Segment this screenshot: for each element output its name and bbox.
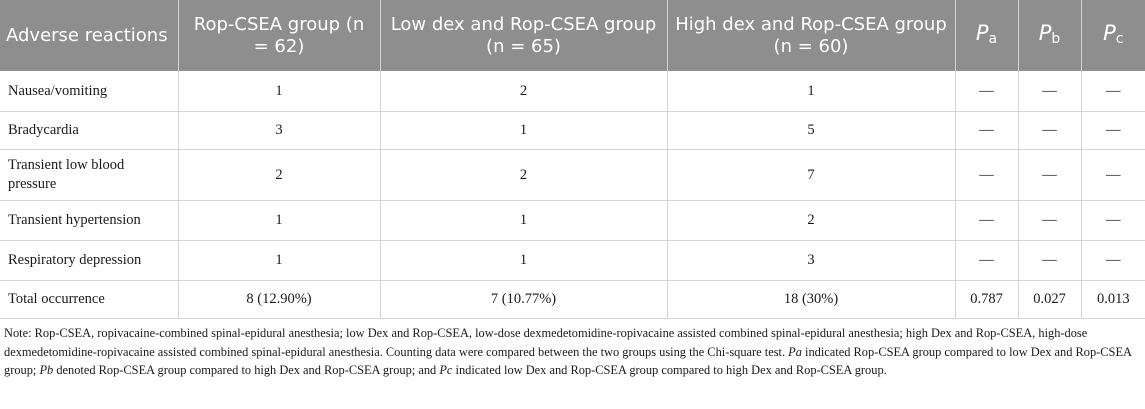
cell-pa: 0.787 bbox=[955, 280, 1019, 319]
cell-rop: 1 bbox=[178, 200, 381, 241]
cell-pc: — bbox=[1081, 71, 1145, 112]
cell-high: 1 bbox=[667, 71, 956, 112]
cell-high: 5 bbox=[667, 111, 956, 150]
cell-low: 1 bbox=[380, 111, 668, 150]
header-p-c-symbol: P bbox=[1103, 20, 1116, 45]
cell-rop: 1 bbox=[178, 240, 381, 281]
table-footnote: Note: Rop-CSEA, ropivacaine-combined spi… bbox=[0, 319, 1145, 380]
cell-rop: 3 bbox=[178, 111, 381, 150]
cell-rop: 8 (12.90%) bbox=[178, 280, 381, 319]
note-pa-symbol: Pa bbox=[788, 344, 802, 359]
cell-low: 1 bbox=[380, 240, 668, 281]
adverse-reactions-table-container: Adverse reactions Rop-CSEA group (n = 62… bbox=[0, 0, 1145, 380]
cell-rop: 2 bbox=[178, 149, 381, 201]
header-p-c-subscript: c bbox=[1115, 30, 1124, 47]
cell-reaction: Total occurrence bbox=[0, 280, 179, 319]
cell-low: 2 bbox=[380, 71, 668, 112]
cell-pa: — bbox=[955, 200, 1019, 241]
note-pc-symbol: Pc bbox=[439, 363, 453, 377]
cell-reaction: Respiratory depression bbox=[0, 240, 179, 281]
table-row: Transient hypertension 1 1 2 — — — bbox=[0, 200, 1145, 241]
cell-pa: — bbox=[955, 71, 1019, 112]
cell-pb: — bbox=[1018, 240, 1082, 281]
cell-high: 3 bbox=[667, 240, 956, 281]
table-row: Nausea/vomiting 1 2 1 — — — bbox=[0, 71, 1145, 112]
cell-pa: — bbox=[955, 111, 1019, 150]
cell-pa: — bbox=[955, 240, 1019, 281]
header-low-dex-group: Low dex and Rop-CSEA group (n = 65) bbox=[380, 0, 668, 71]
header-p-a: Pa bbox=[955, 0, 1019, 71]
cell-reaction: Transient low blood pressure bbox=[0, 149, 179, 201]
header-p-b: Pb bbox=[1018, 0, 1082, 71]
cell-pb: — bbox=[1018, 71, 1082, 112]
header-adverse-reactions: Adverse reactions bbox=[0, 0, 179, 71]
cell-low: 7 (10.77%) bbox=[380, 280, 668, 319]
cell-pc: — bbox=[1081, 149, 1145, 201]
header-row: Adverse reactions Rop-CSEA group (n = 62… bbox=[0, 0, 1145, 71]
cell-pa: — bbox=[955, 149, 1019, 201]
table-row: Transient low blood pressure 2 2 7 — — — bbox=[0, 149, 1145, 201]
header-p-c: Pc bbox=[1081, 0, 1145, 71]
cell-reaction: Transient hypertension bbox=[0, 200, 179, 241]
note-text-3: denoted Rop-CSEA group compared to high … bbox=[53, 363, 440, 377]
cell-low: 2 bbox=[380, 149, 668, 201]
header-p-a-subscript: a bbox=[988, 30, 998, 47]
table-row: Bradycardia 3 1 5 — — — bbox=[0, 111, 1145, 150]
table-row: Respiratory depression 1 1 3 — — — bbox=[0, 240, 1145, 281]
cell-rop: 1 bbox=[178, 71, 381, 112]
header-high-dex-group: High dex and Rop-CSEA group (n = 60) bbox=[667, 0, 956, 71]
table-row-total: Total occurrence 8 (12.90%) 7 (10.77%) 1… bbox=[0, 280, 1145, 319]
cell-high: 18 (30%) bbox=[667, 280, 956, 319]
cell-pb: — bbox=[1018, 111, 1082, 150]
note-pb-symbol: Pb bbox=[39, 363, 54, 377]
header-p-b-symbol: P bbox=[1038, 20, 1052, 45]
note-text-4: indicated low Dex and Rop-CSEA group com… bbox=[452, 363, 887, 377]
cell-pb: — bbox=[1018, 200, 1082, 241]
cell-pc: — bbox=[1081, 240, 1145, 281]
header-p-b-subscript: b bbox=[1051, 30, 1061, 47]
cell-low: 1 bbox=[380, 200, 668, 241]
header-p-a-symbol: P bbox=[975, 20, 989, 45]
cell-pb: 0.027 bbox=[1018, 280, 1082, 319]
cell-high: 2 bbox=[667, 200, 956, 241]
cell-reaction: Nausea/vomiting bbox=[0, 71, 179, 112]
cell-pc: 0.013 bbox=[1081, 280, 1145, 319]
cell-pb: — bbox=[1018, 149, 1082, 201]
note-text-1: Note: Rop-CSEA, ropivacaine-combined spi… bbox=[4, 326, 1088, 359]
cell-high: 7 bbox=[667, 149, 956, 201]
adverse-reactions-table: Adverse reactions Rop-CSEA group (n = 62… bbox=[0, 0, 1145, 319]
header-rop-csea-group: Rop-CSEA group (n = 62) bbox=[178, 0, 381, 71]
cell-reaction: Bradycardia bbox=[0, 111, 179, 150]
cell-pc: — bbox=[1081, 200, 1145, 241]
cell-pc: — bbox=[1081, 111, 1145, 150]
note-text-2: indicated Rop-CSEA group compared to low… bbox=[4, 344, 1132, 378]
